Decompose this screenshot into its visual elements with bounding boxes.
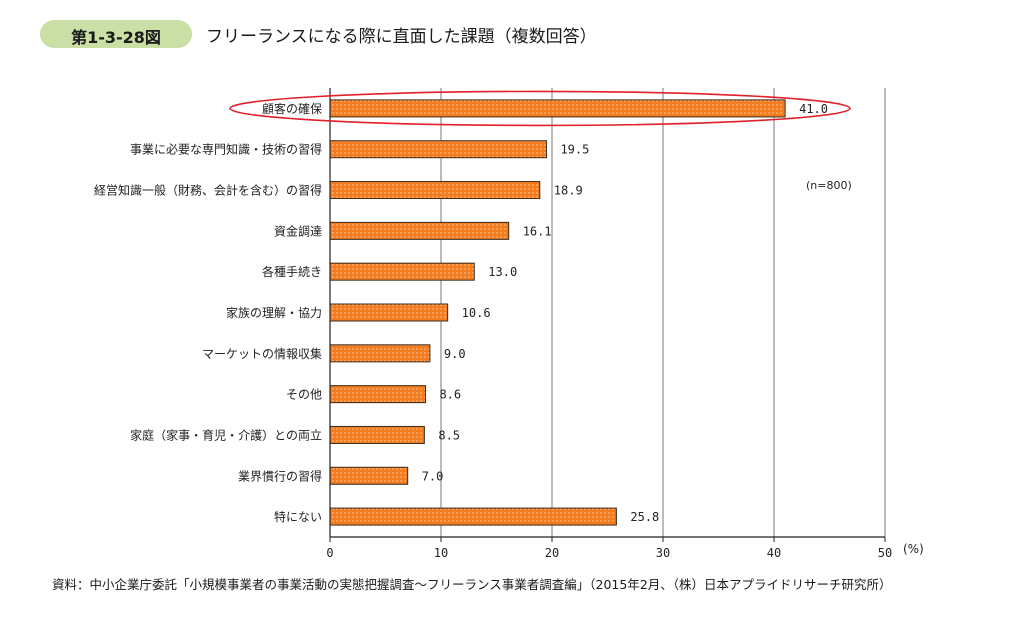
value-label: 41.0 [799,102,828,116]
value-label: 9.0 [444,347,466,361]
bar [329,344,431,363]
bar [329,181,541,200]
highlight-ellipse [229,90,851,127]
value-label: 18.9 [554,184,583,198]
bar [329,99,786,118]
x-tick-label: 30 [656,546,670,560]
category-label: マーケットの情報収集 [202,346,322,361]
bar-chart: 顧客の確保 41.0 事業に必要な専門知識・技術の習得 19.5 経営知識一般（財務、会… [94,88,924,560]
x-tick-label: 50 [878,546,892,560]
value-label: 25.8 [630,510,659,524]
bars [329,99,786,526]
category-label: その他 [286,388,322,402]
figure-number: 第1-3-28図 [71,28,161,47]
bar [329,262,475,281]
category-label: 業界慣行の習得 [238,468,322,483]
value-label: 8.5 [438,428,460,442]
x-axis: 0 10 20 30 40 50 (%) [326,88,924,560]
value-label: 19.5 [560,143,589,157]
figure-number-badge: 第1-3-28図 [40,20,192,48]
bar [329,140,547,159]
value-label: 10.6 [462,306,491,320]
category-label: 資金調達 [274,223,322,238]
source-note: 資料：中小企業庁委託「小規模事業者の事業活動の実態把握調査～フリーランス事業者調… [52,577,892,592]
bar [329,425,425,444]
category-label: 事業に必要な専門知識・技術の習得 [130,142,322,157]
category-label: 特にない [274,509,322,524]
bar [329,507,617,526]
category-label: 経営知識一般（財務、会計を含む）の習得 [94,183,322,198]
category-label: 家庭（家事・育児・介護）との両立 [130,427,322,442]
value-label: 16.1 [523,224,552,238]
category-label: 各種手続き [262,264,322,279]
bar [329,221,510,240]
x-unit-label: (%) [903,542,924,556]
x-tick-label: 10 [434,546,448,560]
x-tick-label: 20 [545,546,559,560]
labels: 顧客の確保 41.0 事業に必要な専門知識・技術の習得 19.5 経営知識一般（財務、会… [94,101,828,524]
category-label: 顧客の確保 [262,101,322,116]
value-label: 7.0 [422,469,444,483]
bar [329,303,449,322]
x-tick-label: 0 [326,546,333,560]
category-label: 家族の理解・協力 [226,305,322,320]
bar [329,385,426,404]
x-tick-label: 40 [767,546,781,560]
figure-title: フリーランスになる際に直面した課題（複数回答） [206,27,597,47]
value-label: 8.6 [439,388,461,402]
grid-lines [440,88,886,537]
value-label: 13.0 [488,265,517,279]
sample-size-note: (n=800) [806,179,852,192]
bar [329,466,409,485]
